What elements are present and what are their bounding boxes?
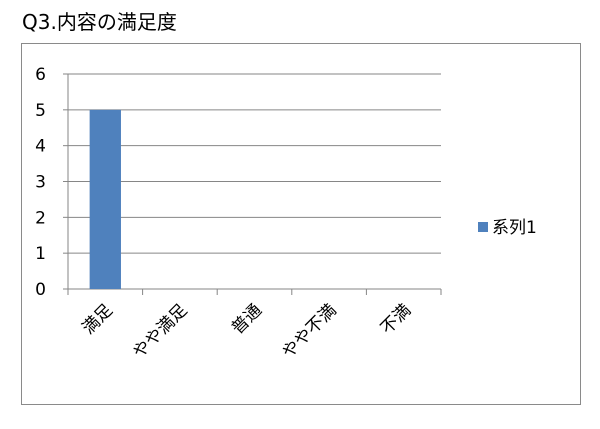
x-category-label: やや不満 (278, 300, 340, 362)
y-tick-label: 3 (35, 173, 46, 193)
legend-label: 系列1 (492, 218, 537, 238)
chart-frame (21, 43, 581, 405)
y-tick-label: 6 (35, 65, 46, 85)
y-tick-label: 2 (35, 208, 46, 228)
bar (89, 109, 121, 289)
x-category-label: 不満 (377, 300, 415, 338)
chart-title: Q3.内容の満足度 (22, 10, 177, 34)
x-axis: 満足 やや満足 普通 やや不満 不満 (67, 289, 442, 363)
y-tick-label: 1 (35, 244, 46, 264)
y-tick-label: 4 (35, 137, 46, 157)
gridlines (68, 73, 441, 290)
x-category-label: 満足 (79, 300, 117, 338)
legend: 系列1 (478, 218, 537, 238)
x-category-label: 普通 (228, 300, 266, 338)
legend-swatch (478, 222, 488, 232)
x-category-label: やや満足 (129, 300, 191, 362)
bars (89, 109, 121, 289)
y-axis: 0 1 2 3 4 5 6 (35, 65, 69, 300)
y-tick-label: 5 (35, 101, 46, 121)
y-tick-label: 0 (35, 280, 46, 300)
